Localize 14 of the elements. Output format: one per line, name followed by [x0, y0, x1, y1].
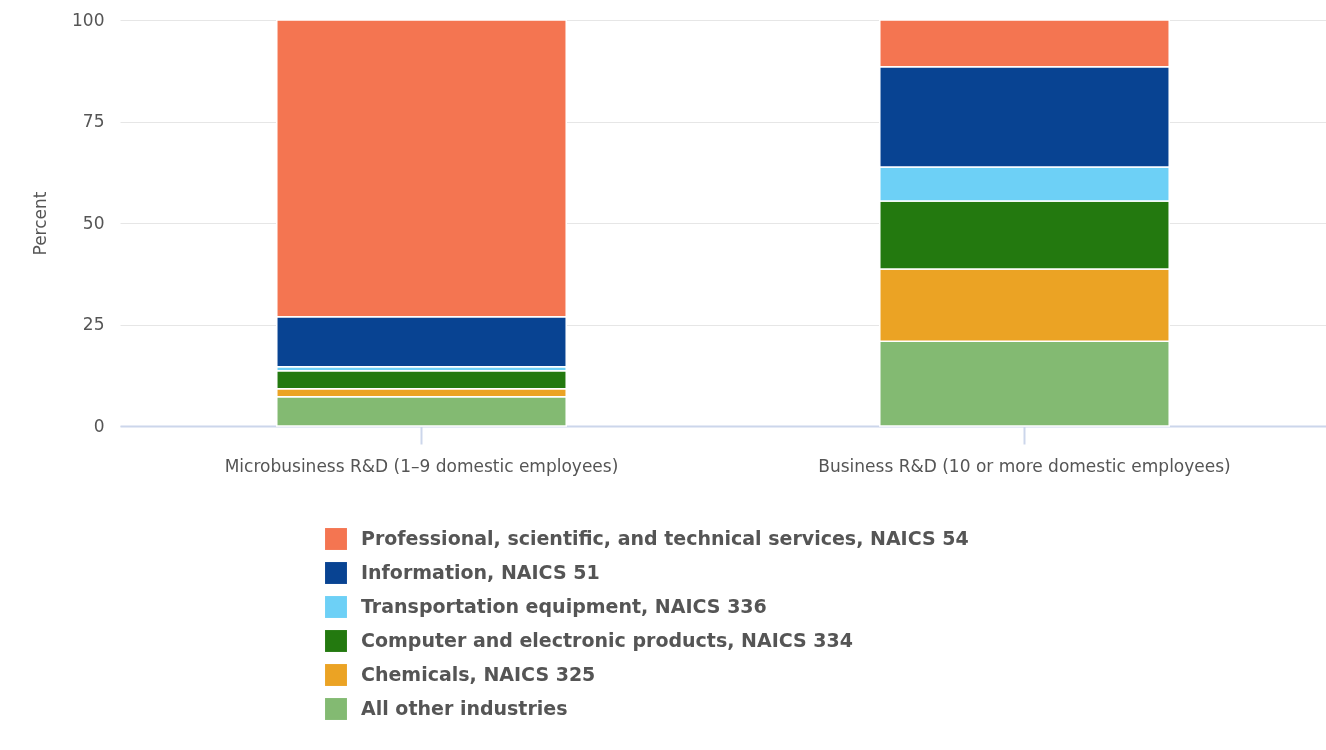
legend-label: Computer and electronic products, NAICS 334	[361, 629, 853, 651]
x-tick-label: Microbusiness R&D (1–9 domestic employees)	[224, 455, 619, 476]
legend-label: Transportation equipment, NAICS 336	[361, 595, 767, 617]
y-tick-label: 0	[93, 415, 105, 436]
y-tick-label: 25	[82, 314, 105, 334]
y-tick-label: 50	[82, 212, 105, 233]
legend-label: Information, NAICS 51	[361, 561, 600, 583]
legend-label: Professional, scientific, and technical services, NAICS 54	[361, 527, 969, 549]
legend-label: All other industries	[361, 697, 568, 719]
y-tick-label: 75	[82, 111, 105, 131]
y-axis-title: Percent	[30, 191, 51, 256]
x-tick-label: Business R&D (10 or more domestic employees)	[818, 455, 1231, 476]
y-tick-label: 100	[72, 9, 105, 30]
legend-label: Chemicals, NAICS 325	[361, 663, 596, 685]
